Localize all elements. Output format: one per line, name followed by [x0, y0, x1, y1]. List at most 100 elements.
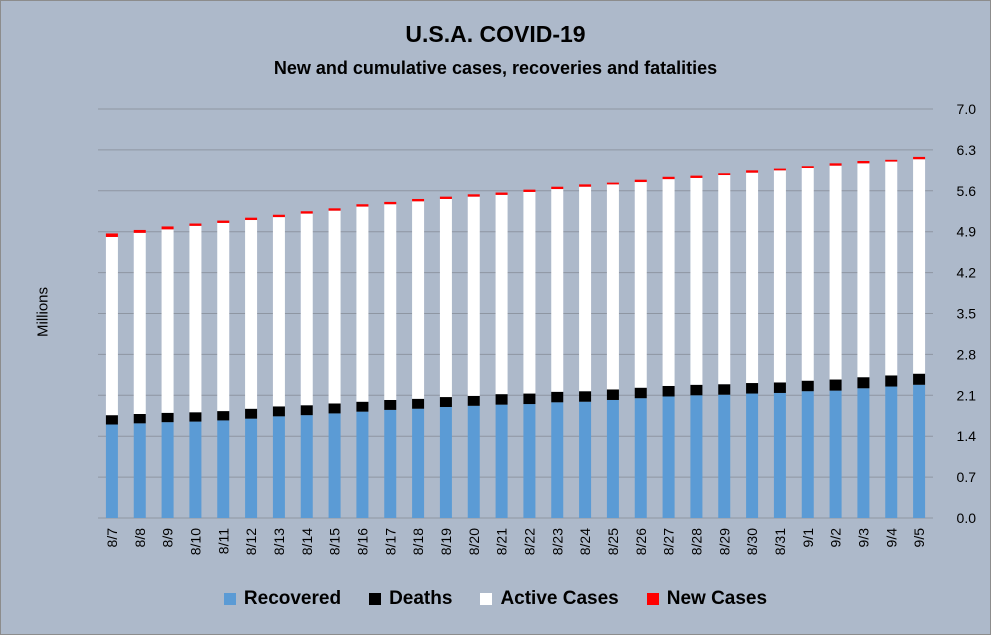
x-tick-label: 8/8 — [132, 528, 148, 548]
bar-new-cases — [272, 214, 285, 218]
bar-deaths — [189, 412, 202, 422]
x-tick-label: 8/28 — [688, 528, 704, 555]
bar-deaths — [579, 391, 592, 402]
legend-swatch-recovered — [223, 593, 236, 605]
bar-active-cases — [217, 222, 230, 412]
bar-deaths — [105, 415, 118, 425]
x-tick-label: 9/3 — [855, 528, 871, 548]
x-tick-label: 8/24 — [577, 528, 593, 555]
bar-deaths — [913, 373, 926, 385]
bar-new-cases — [495, 192, 508, 195]
bar-new-cases — [300, 211, 313, 214]
bar-recovered — [384, 409, 397, 518]
bar-deaths — [829, 379, 842, 391]
legend-swatch-active-cases — [480, 593, 493, 605]
bar-new-cases — [384, 201, 397, 205]
bar-recovered — [885, 386, 898, 518]
bar-deaths — [272, 406, 285, 417]
bar-recovered — [746, 393, 759, 518]
y-tick-label: 4.9 — [957, 224, 977, 240]
x-tick-label: 8/20 — [466, 528, 482, 555]
bar-new-cases — [634, 179, 647, 183]
x-tick-label: 8/15 — [327, 528, 343, 555]
bar-active-cases — [161, 229, 174, 413]
bar-new-cases — [467, 194, 480, 197]
bar-recovered — [773, 392, 786, 518]
bar-deaths — [439, 397, 452, 407]
legend-swatch-deaths — [369, 593, 382, 605]
bar-active-cases — [773, 170, 786, 383]
y-tick-label: 6.3 — [957, 142, 977, 158]
legend-item-recovered: Recovered — [223, 588, 342, 610]
y-tick-label: 7.0 — [957, 101, 977, 117]
x-tick-label: 8/26 — [633, 528, 649, 555]
bar-recovered — [913, 384, 926, 518]
bar-deaths — [328, 403, 341, 414]
bar-new-cases — [690, 175, 703, 178]
y-tick-label: 1.4 — [957, 428, 977, 444]
bar-active-cases — [356, 206, 369, 402]
bar-recovered — [829, 390, 842, 518]
bar-deaths — [746, 383, 759, 394]
bar-new-cases — [662, 176, 675, 180]
chart-title: U.S.A. COVID-19 — [405, 21, 586, 47]
legend-swatch-new-cases — [646, 593, 659, 605]
bar-deaths — [857, 377, 870, 389]
x-tick-label: 8/31 — [772, 528, 788, 555]
bar-active-cases — [885, 161, 898, 376]
bar-active-cases — [746, 172, 759, 384]
x-tick-label: 8/30 — [744, 528, 760, 555]
bar-active-cases — [439, 198, 452, 398]
bar-active-cases — [829, 165, 842, 380]
bar-new-cases — [913, 156, 926, 160]
legend-label-recovered: Recovered — [243, 588, 342, 609]
bar-active-cases — [801, 168, 814, 381]
legend-label-deaths: Deaths — [389, 588, 453, 609]
legend-label-new-cases: New Cases — [666, 588, 768, 609]
bar-deaths — [356, 401, 369, 412]
bar-recovered — [217, 420, 230, 518]
bar-deaths — [551, 391, 564, 403]
bar-active-cases — [105, 236, 118, 416]
bar-active-cases — [272, 217, 285, 407]
bar-active-cases — [412, 201, 425, 399]
y-tick-label: 2.1 — [957, 387, 977, 403]
x-tick-label: 8/25 — [605, 528, 621, 555]
bar-new-cases — [439, 196, 452, 199]
bar-new-cases — [412, 198, 425, 202]
bar-recovered — [579, 401, 592, 518]
y-tick-label: 0.7 — [957, 469, 977, 485]
bar-active-cases — [662, 179, 675, 386]
bar-deaths — [773, 382, 786, 393]
bar-active-cases — [133, 232, 146, 414]
bar-new-cases — [551, 186, 564, 190]
bar-active-cases — [579, 186, 592, 392]
bar-active-cases — [857, 163, 870, 378]
bar-recovered — [245, 418, 258, 518]
x-tick-label: 8/9 — [160, 528, 176, 548]
bar-recovered — [801, 391, 814, 518]
bar-new-cases — [801, 166, 814, 169]
bar-deaths — [300, 405, 313, 416]
bar-deaths — [217, 411, 230, 421]
legend-label-active-cases: Active Cases — [500, 588, 619, 609]
bar-recovered — [718, 394, 731, 518]
bar-deaths — [523, 393, 536, 405]
bar-recovered — [300, 415, 313, 518]
bar-recovered — [551, 402, 564, 518]
x-tick-label: 8/16 — [354, 528, 370, 555]
bar-new-cases — [523, 189, 536, 192]
bar-new-cases — [328, 208, 341, 211]
bar-active-cases — [523, 191, 536, 394]
bar-recovered — [606, 399, 619, 518]
bar-active-cases — [690, 177, 703, 385]
bar-new-cases — [217, 220, 230, 223]
x-tick-label: 8/10 — [187, 528, 203, 555]
x-tick-label: 8/12 — [243, 528, 259, 555]
x-tick-label: 8/17 — [382, 528, 398, 555]
bar-recovered — [690, 395, 703, 518]
y-tick-label: 3.5 — [957, 306, 977, 322]
bar-deaths — [801, 380, 814, 392]
bar-recovered — [356, 411, 369, 518]
